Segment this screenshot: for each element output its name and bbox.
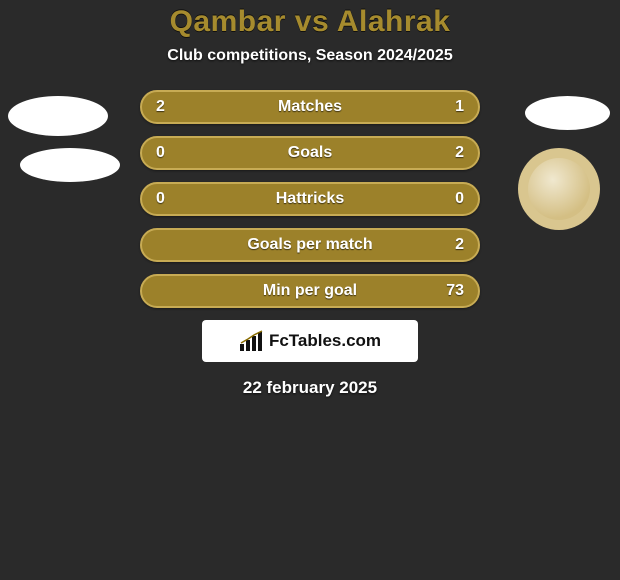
team-left-ellipse-2 bbox=[20, 148, 120, 182]
stat-label: Matches bbox=[278, 98, 342, 116]
stat-left-value: 0 bbox=[156, 144, 165, 162]
stat-right-value: 2 bbox=[455, 144, 464, 162]
stat-row-goals-per-match: Goals per match 2 bbox=[140, 228, 480, 262]
team-right-ellipse bbox=[525, 96, 610, 130]
team-right-badge bbox=[518, 148, 600, 230]
page-title: Qambar vs Alahrak bbox=[0, 5, 620, 39]
stat-row-matches: 2 Matches 1 bbox=[140, 90, 480, 124]
stat-label: Goals bbox=[288, 144, 332, 162]
stats-area: 2 Matches 1 0 Goals 2 0 Hattricks 0 Goal… bbox=[0, 90, 620, 398]
stat-row-hattricks: 0 Hattricks 0 bbox=[140, 182, 480, 216]
stat-label: Min per goal bbox=[263, 282, 357, 300]
stat-left-value: 2 bbox=[156, 98, 165, 116]
stat-label: Hattricks bbox=[276, 190, 344, 208]
comparison-card: Qambar vs Alahrak Club competitions, Sea… bbox=[0, 0, 620, 398]
stat-rows: 2 Matches 1 0 Goals 2 0 Hattricks 0 Goal… bbox=[140, 90, 480, 308]
stat-left-value: 0 bbox=[156, 190, 165, 208]
stat-right-value: 0 bbox=[455, 190, 464, 208]
bars-icon bbox=[239, 330, 265, 352]
team-left-ellipse-1 bbox=[8, 96, 108, 136]
brand-badge: FcTables.com bbox=[202, 320, 418, 362]
brand-text: FcTables.com bbox=[269, 331, 381, 351]
stat-row-min-per-goal: Min per goal 73 bbox=[140, 274, 480, 308]
stat-right-value: 2 bbox=[455, 236, 464, 254]
stat-right-value: 1 bbox=[455, 98, 464, 116]
stat-label: Goals per match bbox=[247, 236, 372, 254]
subtitle: Club competitions, Season 2024/2025 bbox=[0, 47, 620, 65]
match-date: 22 february 2025 bbox=[0, 378, 620, 398]
stat-right-value: 73 bbox=[446, 282, 464, 300]
stat-row-goals: 0 Goals 2 bbox=[140, 136, 480, 170]
